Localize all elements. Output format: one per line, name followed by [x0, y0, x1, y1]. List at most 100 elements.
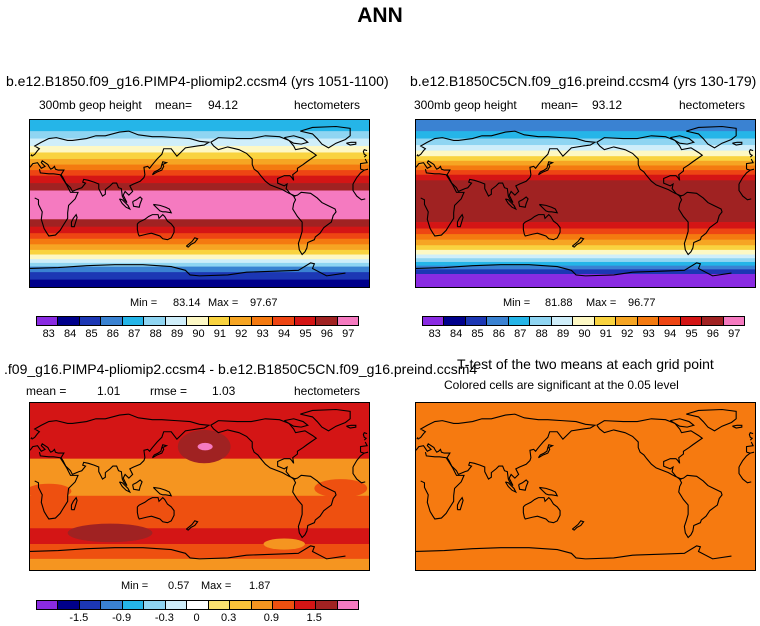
field-band-19 — [416, 261, 755, 267]
field-band-5 — [30, 158, 369, 165]
coast-iceland — [346, 425, 355, 428]
coast-sumatra — [505, 482, 515, 492]
coast-iceland — [346, 142, 355, 145]
coast-sumatra — [119, 199, 129, 209]
coast-baffin — [284, 419, 308, 427]
colorbar-swatch-4 — [508, 317, 531, 325]
coast-japan — [538, 445, 552, 458]
colorbar-tick-label: 1.5 — [306, 612, 322, 624]
coast-madagascar — [457, 215, 463, 227]
colorbar-swatch-6 — [165, 601, 188, 609]
coast-borneo — [519, 480, 528, 490]
colorbar-swatch-4 — [122, 317, 145, 325]
colorbar-swatch-11 — [273, 317, 295, 325]
coast-new-guinea — [153, 487, 171, 495]
colorbar-swatch-6 — [551, 317, 574, 325]
panel4-map-svg — [416, 403, 755, 570]
coast-eurasia-1 — [416, 414, 595, 485]
field-band-7 — [30, 170, 369, 177]
coast-japan — [538, 162, 552, 175]
field-band-4 — [30, 152, 369, 160]
panel1-max-label: Max = — [208, 297, 239, 309]
coast-south-america — [293, 475, 336, 537]
coast-africa-2 — [353, 467, 365, 483]
field-band-19 — [30, 262, 369, 267]
panel3-min-label: Min = — [121, 580, 149, 592]
coast-eurasia-0 — [747, 159, 754, 169]
coast-borneo — [133, 197, 142, 207]
panel1-coastlines — [30, 126, 368, 275]
colorbar-swatch-9 — [230, 601, 252, 609]
colorbar-tick-label: -1.5 — [69, 612, 89, 624]
field-band-0 — [30, 120, 369, 132]
colorbar-swatch-2 — [79, 317, 102, 325]
colorbar-tick-label: 92 — [235, 328, 248, 340]
field-band-6 — [416, 160, 755, 166]
panel1-variable: 300mb geop height — [39, 98, 142, 112]
field-band-21 — [416, 269, 755, 275]
panel3-mean-value: 1.01 — [97, 384, 121, 398]
coast-greenland — [686, 126, 736, 147]
panel3-mean-label: mean = — [26, 384, 67, 398]
coast-britain-2 — [749, 150, 753, 157]
panel2-variable: 300mb geop height — [414, 98, 517, 112]
colorbar-tick-label: 83 — [42, 328, 55, 340]
colorbar-tick-label: 87 — [514, 328, 527, 340]
field-band-5 — [30, 558, 369, 570]
colorbar-tick-label: 86 — [492, 328, 506, 340]
field-band-14 — [30, 238, 369, 245]
coast-africa-0 — [353, 170, 364, 184]
panel2-min-label: Min = — [503, 297, 531, 309]
field-band-15 — [416, 245, 755, 251]
coast-new-zealand — [186, 521, 197, 530]
colorbar-tick-label: 95 — [299, 328, 312, 340]
coast-antarctica-1 — [416, 548, 586, 559]
field-band-2 — [416, 138, 755, 146]
colorbar-swatch-8 — [208, 317, 231, 325]
field-band-0 — [416, 120, 755, 132]
field-band-10 — [416, 180, 755, 223]
coast-antarctica-1 — [30, 548, 200, 559]
colorbar-swatch-13 — [316, 601, 338, 609]
coast-africa-0 — [739, 453, 750, 467]
colorbar-swatch-5 — [530, 317, 552, 325]
colorbar-swatch-13 — [316, 317, 338, 325]
colorbar-tick-label: 97 — [728, 328, 741, 340]
ttest-significant-field — [416, 403, 755, 570]
colorbar-tick-label: 91 — [599, 328, 613, 340]
coast-south-america — [679, 475, 722, 537]
colorbar-tick-label: 94 — [663, 328, 677, 340]
coast-britain-1 — [31, 437, 32, 439]
colorbar-swatch-1 — [58, 601, 80, 609]
colorbar-swatch-7 — [187, 317, 209, 325]
field-band-2 — [30, 138, 369, 147]
coast-antarctica-1 — [30, 265, 200, 276]
colorbar-tick-label: 84 — [63, 328, 77, 340]
colorbar-tick-label: 93 — [256, 328, 269, 340]
field-band-14 — [416, 239, 755, 246]
coast-antarctica-0 — [586, 546, 732, 559]
field-band-18 — [30, 259, 369, 264]
coast-sumatra — [505, 199, 515, 209]
panel2-max-value: 96.77 — [628, 297, 656, 309]
coast-new-guinea — [539, 204, 557, 212]
field-band-22 — [416, 274, 755, 287]
colorbar-tick-label: 83 — [428, 328, 441, 340]
panel2-map — [415, 119, 756, 288]
coast-baffin — [670, 419, 694, 427]
colorbar-swatch-0 — [37, 317, 59, 325]
coast-australia — [137, 215, 174, 240]
panel2-colorbar — [422, 316, 745, 326]
panel2-field — [416, 120, 755, 287]
coast-africa-2 — [739, 184, 751, 200]
coast-baffin — [670, 136, 694, 144]
colorbar-tick-label: 87 — [128, 328, 141, 340]
coast-iceland — [732, 425, 741, 428]
colorbar-swatch-9 — [230, 317, 252, 325]
colorbar-swatch-14 — [337, 317, 359, 325]
panel1-mean-value: 94.12 — [208, 98, 239, 112]
coast-africa-0 — [353, 453, 364, 467]
field-band-15 — [30, 244, 369, 251]
panel1-mean-label: mean= — [155, 98, 193, 112]
coast-madagascar — [71, 498, 77, 510]
